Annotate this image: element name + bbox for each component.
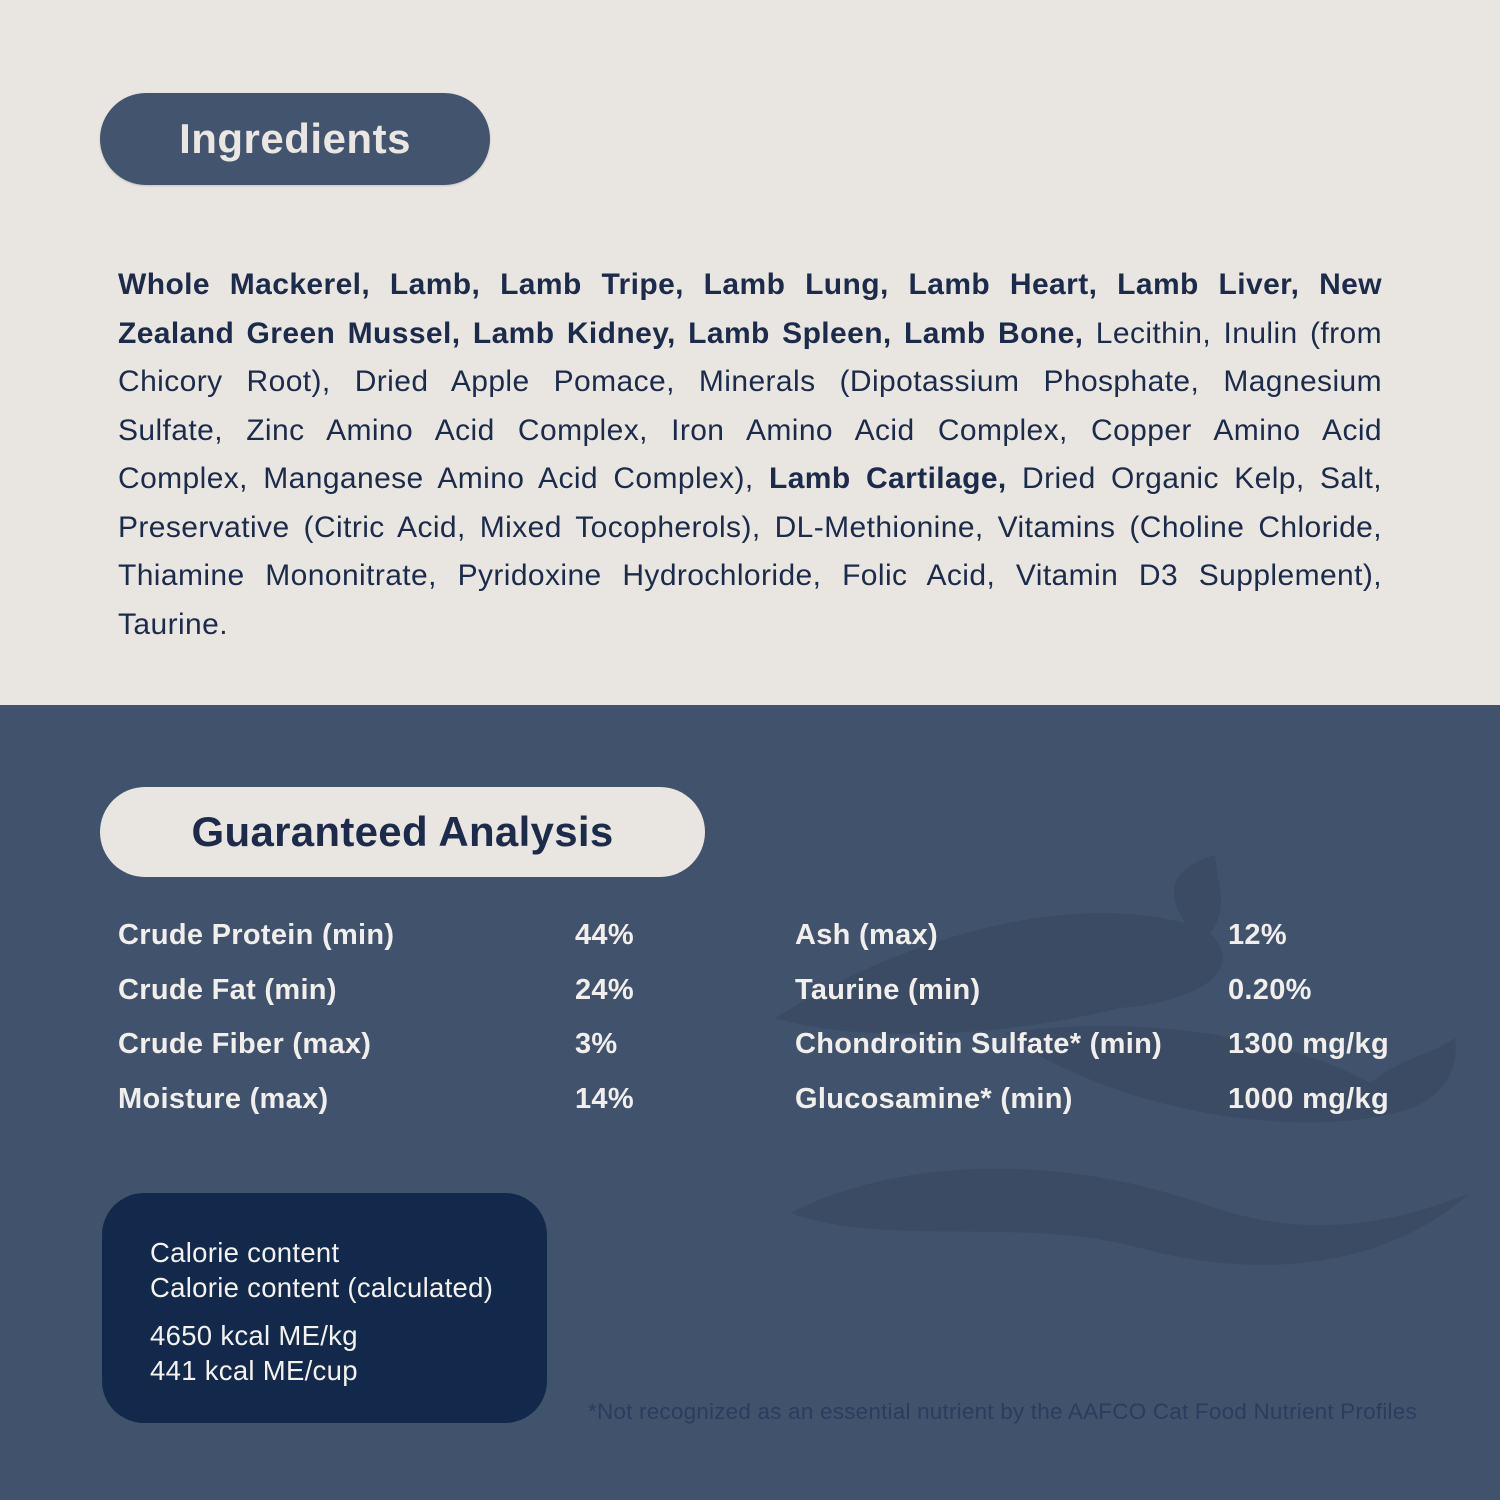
- calorie-value-cup: 441 kcal ME/cup: [150, 1355, 358, 1386]
- ingredients-header-pill: Ingredients: [100, 93, 490, 185]
- ga-label: Moisture (max): [118, 1082, 329, 1115]
- aafco-footnote: *Not recognized as an essential nutrient…: [588, 1399, 1417, 1424]
- ga-label: Chondroitin Sulfate* (min): [795, 1028, 1163, 1060]
- ingredients-paragraph: Whole Mackerel, Lamb, Lamb Tripe, Lamb L…: [118, 261, 1382, 649]
- wave-swirl-icon: [775, 855, 1470, 1265]
- ga-value: 14%: [575, 1082, 634, 1115]
- ingredients-bold-mid: Lamb Cartilage,: [769, 462, 1007, 495]
- ingredients-regular-2: Dried Organic Kelp, Salt, Preservative (…: [118, 462, 1382, 641]
- ga-label: Crude Fat (min): [118, 973, 337, 1006]
- ga-label: Glucosamine* (min): [795, 1082, 1073, 1115]
- calorie-content-box: Calorie content Calorie content (calcula…: [102, 1193, 547, 1423]
- calorie-heading-line1: Calorie content: [150, 1237, 340, 1268]
- ingredients-bold-lead: Whole Mackerel, Lamb, Lamb Tripe, Lamb L…: [118, 268, 1382, 350]
- ga-label: Taurine (min): [795, 973, 981, 1006]
- ga-label: Crude Fiber (max): [118, 1028, 372, 1060]
- ingredients-regular-1: Lecithin, Inulin (from Chicory Root), Dr…: [118, 316, 1382, 496]
- calorie-heading-line2: Calorie content (calculated): [150, 1272, 494, 1303]
- ingredients-title: Ingredients: [179, 115, 411, 162]
- calorie-value-kg: 4650 kcal ME/kg: [150, 1320, 358, 1351]
- guaranteed-analysis-section: Guaranteed Analysis Crude Protein (min) …: [0, 705, 1500, 1500]
- ga-value: 24%: [575, 973, 634, 1006]
- ga-label: Crude Protein (min): [118, 919, 395, 951]
- guaranteed-analysis-header-pill: Guaranteed Analysis: [100, 787, 705, 877]
- guaranteed-analysis-title: Guaranteed Analysis: [191, 808, 614, 855]
- ga-value: 44%: [575, 919, 634, 951]
- ga-label: Ash (max): [795, 919, 938, 951]
- ga-value: 0.20%: [1228, 973, 1312, 1006]
- ga-value: 3%: [575, 1028, 618, 1060]
- ingredients-section: Ingredients Whole Mackerel, Lamb, Lamb T…: [0, 0, 1500, 705]
- ga-value: 1000 mg/kg: [1228, 1082, 1389, 1115]
- ga-value: 12%: [1228, 919, 1287, 951]
- guaranteed-analysis-table: Crude Protein (min) 44% Ash (max) 12% Cr…: [118, 919, 1392, 1137]
- ga-value: 1300 mg/kg: [1228, 1028, 1389, 1060]
